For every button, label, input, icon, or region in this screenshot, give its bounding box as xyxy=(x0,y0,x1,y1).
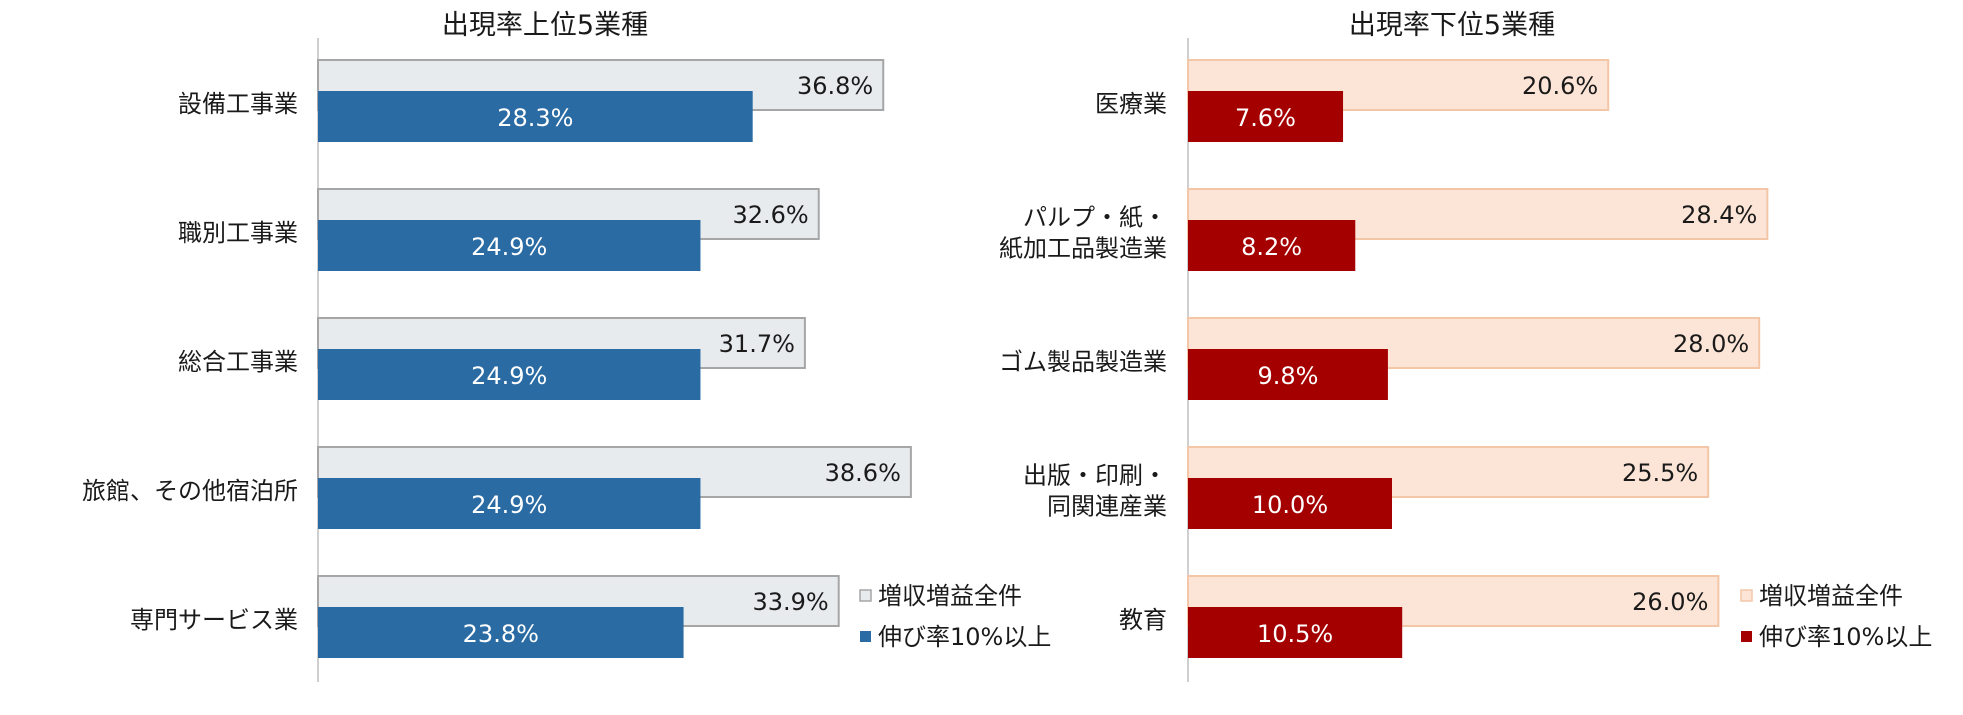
bar-growth-3 xyxy=(1188,478,1392,529)
bar-growth-1 xyxy=(318,220,701,271)
chart-title: 出現率上位5業種 xyxy=(442,10,648,41)
data-label-growth-0: 7.6% xyxy=(1235,104,1296,132)
legend-label-0: 増収増益全件 xyxy=(878,582,1022,610)
data-label-all-3: 25.5% xyxy=(1622,459,1698,487)
data-label-growth-1: 24.9% xyxy=(471,233,547,261)
category-label-line: 紙加工品製造業 xyxy=(999,235,1167,263)
legend-swatch-0 xyxy=(1740,589,1753,602)
data-label-all-0: 20.6% xyxy=(1522,72,1598,100)
legend-label-1: 伸び率10%以上 xyxy=(878,623,1051,651)
legend-swatch-1 xyxy=(1741,631,1752,642)
category-label-1: パルプ・紙・紙加工品製造業 xyxy=(999,204,1167,263)
category-label-0: 医療業 xyxy=(1095,90,1167,118)
category-label-2: 総合工事業 xyxy=(178,348,298,376)
category-label-4: 専門サービス業 xyxy=(130,606,298,634)
data-label-all-1: 32.6% xyxy=(732,201,808,229)
data-label-growth-0: 28.3% xyxy=(497,104,573,132)
category-label-line: ゴム製品製造業 xyxy=(999,348,1167,376)
category-label-line: 設備工事業 xyxy=(178,90,298,118)
data-label-all-2: 28.0% xyxy=(1673,330,1749,358)
bar-growth-0 xyxy=(318,91,753,142)
bar-growth-4 xyxy=(318,607,684,658)
bar-growth-2 xyxy=(1188,349,1388,400)
category-label-4: 教育 xyxy=(1119,606,1167,634)
category-label-0: 設備工事業 xyxy=(178,90,298,118)
category-label-line: 旅館、その他宿泊所 xyxy=(82,477,298,505)
category-label-line: 医療業 xyxy=(1095,90,1167,118)
legend-label-0: 増収増益全件 xyxy=(1759,582,1903,610)
legend-swatch-0 xyxy=(859,589,872,602)
bar-growth-1 xyxy=(1188,220,1356,271)
data-label-all-4: 33.9% xyxy=(752,588,828,616)
data-label-growth-2: 9.8% xyxy=(1257,362,1318,390)
chart-title: 出現率下位5業種 xyxy=(1349,10,1555,41)
category-label-3: 出版・印刷・同関連産業 xyxy=(1023,462,1167,521)
bar-growth-4 xyxy=(1188,607,1403,658)
category-label-line: 教育 xyxy=(1119,606,1167,634)
data-label-all-1: 28.4% xyxy=(1681,201,1757,229)
data-label-growth-4: 10.5% xyxy=(1257,620,1333,648)
data-label-growth-4: 23.8% xyxy=(463,620,539,648)
legend-label-1: 伸び率10%以上 xyxy=(1759,623,1932,651)
category-label-3: 旅館、その他宿泊所 xyxy=(82,477,298,505)
category-label-line: 出版・印刷・ xyxy=(1023,462,1167,490)
category-label-line: 職別工事業 xyxy=(178,219,298,247)
bar-growth-3 xyxy=(318,478,701,529)
data-label-growth-3: 10.0% xyxy=(1252,491,1328,519)
category-label-line: 同関連産業 xyxy=(1047,493,1167,521)
data-label-growth-2: 24.9% xyxy=(471,362,547,390)
data-label-growth-1: 8.2% xyxy=(1241,233,1302,261)
category-label-line: パルプ・紙・ xyxy=(1023,204,1167,232)
legend-swatch-1 xyxy=(860,631,871,642)
category-label-1: 職別工事業 xyxy=(178,219,298,247)
category-label-2: ゴム製品製造業 xyxy=(999,348,1167,376)
bar-growth-0 xyxy=(1188,91,1344,142)
bar-growth-2 xyxy=(318,349,701,400)
data-label-all-0: 36.8% xyxy=(797,72,873,100)
category-label-line: 専門サービス業 xyxy=(130,606,298,634)
data-label-all-4: 26.0% xyxy=(1632,588,1708,616)
data-label-all-3: 38.6% xyxy=(825,459,901,487)
data-label-all-2: 31.7% xyxy=(719,330,795,358)
category-label-line: 総合工事業 xyxy=(178,348,298,376)
data-label-growth-3: 24.9% xyxy=(471,491,547,519)
